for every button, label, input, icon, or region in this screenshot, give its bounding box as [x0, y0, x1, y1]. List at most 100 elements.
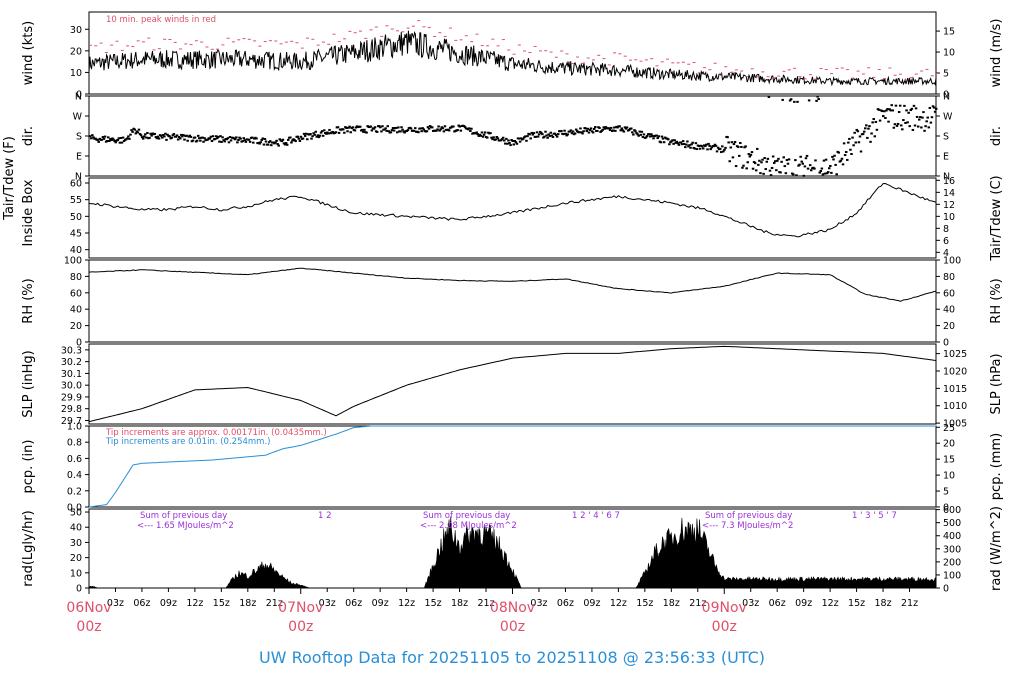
dir-point	[736, 145, 740, 148]
dir-left-tick-label: E	[76, 152, 82, 163]
dir-point	[237, 139, 240, 142]
dir-point	[239, 137, 242, 140]
dir-point	[806, 167, 810, 170]
day-label: 09Nov	[702, 600, 747, 616]
dir-point	[660, 135, 664, 138]
dir-point	[309, 133, 312, 136]
dir-point	[159, 134, 163, 137]
dir-point	[141, 137, 145, 140]
dir-point	[168, 135, 171, 138]
dir-point	[672, 142, 675, 145]
wind-left-tick-label: 0	[76, 90, 82, 101]
dir-point	[677, 143, 681, 146]
pcp-annotation-1: Tip increments are 0.01in. (0.254mm.)	[105, 437, 270, 447]
dir-point	[927, 126, 931, 129]
dir-point	[459, 129, 463, 132]
dir-point	[730, 141, 734, 144]
dir-point	[176, 138, 180, 141]
dir-point	[562, 133, 565, 136]
dir-point	[573, 132, 577, 135]
dir-point	[148, 136, 151, 139]
dir-point	[892, 126, 896, 129]
pcp-left-tick-label: 0.2	[67, 486, 82, 497]
time-tick-label: 12z	[186, 598, 203, 609]
dir-point	[873, 135, 877, 138]
dir-point	[178, 137, 182, 140]
dir-point	[435, 129, 438, 132]
dir-point	[751, 167, 755, 170]
dir-point	[633, 129, 636, 132]
dir-point	[878, 119, 882, 122]
dir-point	[574, 128, 578, 131]
dir-point	[895, 124, 899, 127]
dir-point	[788, 99, 792, 102]
dir-point	[656, 137, 659, 140]
dir-point	[165, 138, 168, 141]
dir-point	[667, 138, 670, 141]
dir-point	[592, 127, 596, 130]
dir-point	[180, 133, 183, 136]
dir-point	[383, 128, 386, 131]
time-tick-label: 21z	[689, 598, 706, 609]
dir-point	[796, 100, 799, 103]
dir-point	[764, 168, 767, 171]
wind-right-tick-label: 0	[943, 90, 949, 101]
dir-point	[856, 130, 860, 133]
dir-point	[571, 130, 575, 133]
dir-point	[612, 129, 615, 132]
dir-point	[901, 128, 904, 131]
dir-point	[436, 128, 439, 131]
slp-left-tick-label: 30.1	[61, 369, 82, 380]
day-label: 06Nov	[66, 600, 111, 616]
dir-point	[824, 158, 828, 161]
dir-point	[554, 134, 558, 137]
dir-point	[154, 136, 158, 139]
rad-note-title: Sum of previous day	[423, 511, 510, 521]
dir-point	[276, 143, 279, 146]
dir-point	[264, 140, 268, 143]
dir-point	[843, 154, 847, 157]
pcp-right-tick-label: 0	[943, 503, 949, 514]
dir-point	[848, 137, 851, 140]
dir-point	[458, 125, 462, 128]
dir-point	[871, 121, 874, 124]
dir-point	[195, 139, 199, 142]
slp-left-tick-label: 29.9	[61, 392, 82, 403]
dir-point	[166, 133, 169, 136]
dir-point	[496, 137, 500, 140]
rad-left-tick-label: 20	[70, 553, 82, 564]
time-tick-label: 12z	[610, 598, 627, 609]
dir-point	[420, 130, 423, 133]
dir-point	[515, 142, 519, 145]
dir-point	[189, 135, 193, 138]
pcp-annotation-0: Tip increments are approx. 0.00171in. (0…	[105, 428, 327, 438]
dir-point	[852, 144, 855, 147]
slp-right-tick-label: 1010	[943, 401, 967, 412]
dir-point	[275, 139, 278, 142]
slp-ylabel-left: SLP (inHg)	[21, 350, 36, 418]
time-tick-label: 18z	[239, 598, 256, 609]
dir-point	[810, 169, 813, 172]
dir-point	[833, 154, 836, 157]
dir-point	[537, 133, 541, 136]
dir-point	[723, 148, 726, 151]
dir-point	[285, 143, 289, 146]
dir-point	[544, 130, 547, 133]
dir-point	[609, 126, 613, 129]
dir-point	[639, 133, 643, 136]
dir-point	[671, 139, 674, 142]
dir-point	[770, 166, 774, 169]
time-tick-label: 18z	[663, 598, 680, 609]
dir-point	[920, 126, 923, 129]
dir-point	[600, 129, 603, 132]
slp-left-tick-label: 30.2	[61, 357, 82, 368]
dir-point	[428, 125, 432, 128]
dir-point	[869, 140, 872, 143]
dir-point	[727, 141, 730, 144]
dir-point	[529, 137, 532, 140]
dir-point	[709, 148, 712, 151]
rad-right-tick-label: 0	[943, 584, 949, 595]
dir-point	[228, 136, 232, 139]
dir-point	[524, 135, 527, 138]
dir-point	[854, 141, 857, 144]
